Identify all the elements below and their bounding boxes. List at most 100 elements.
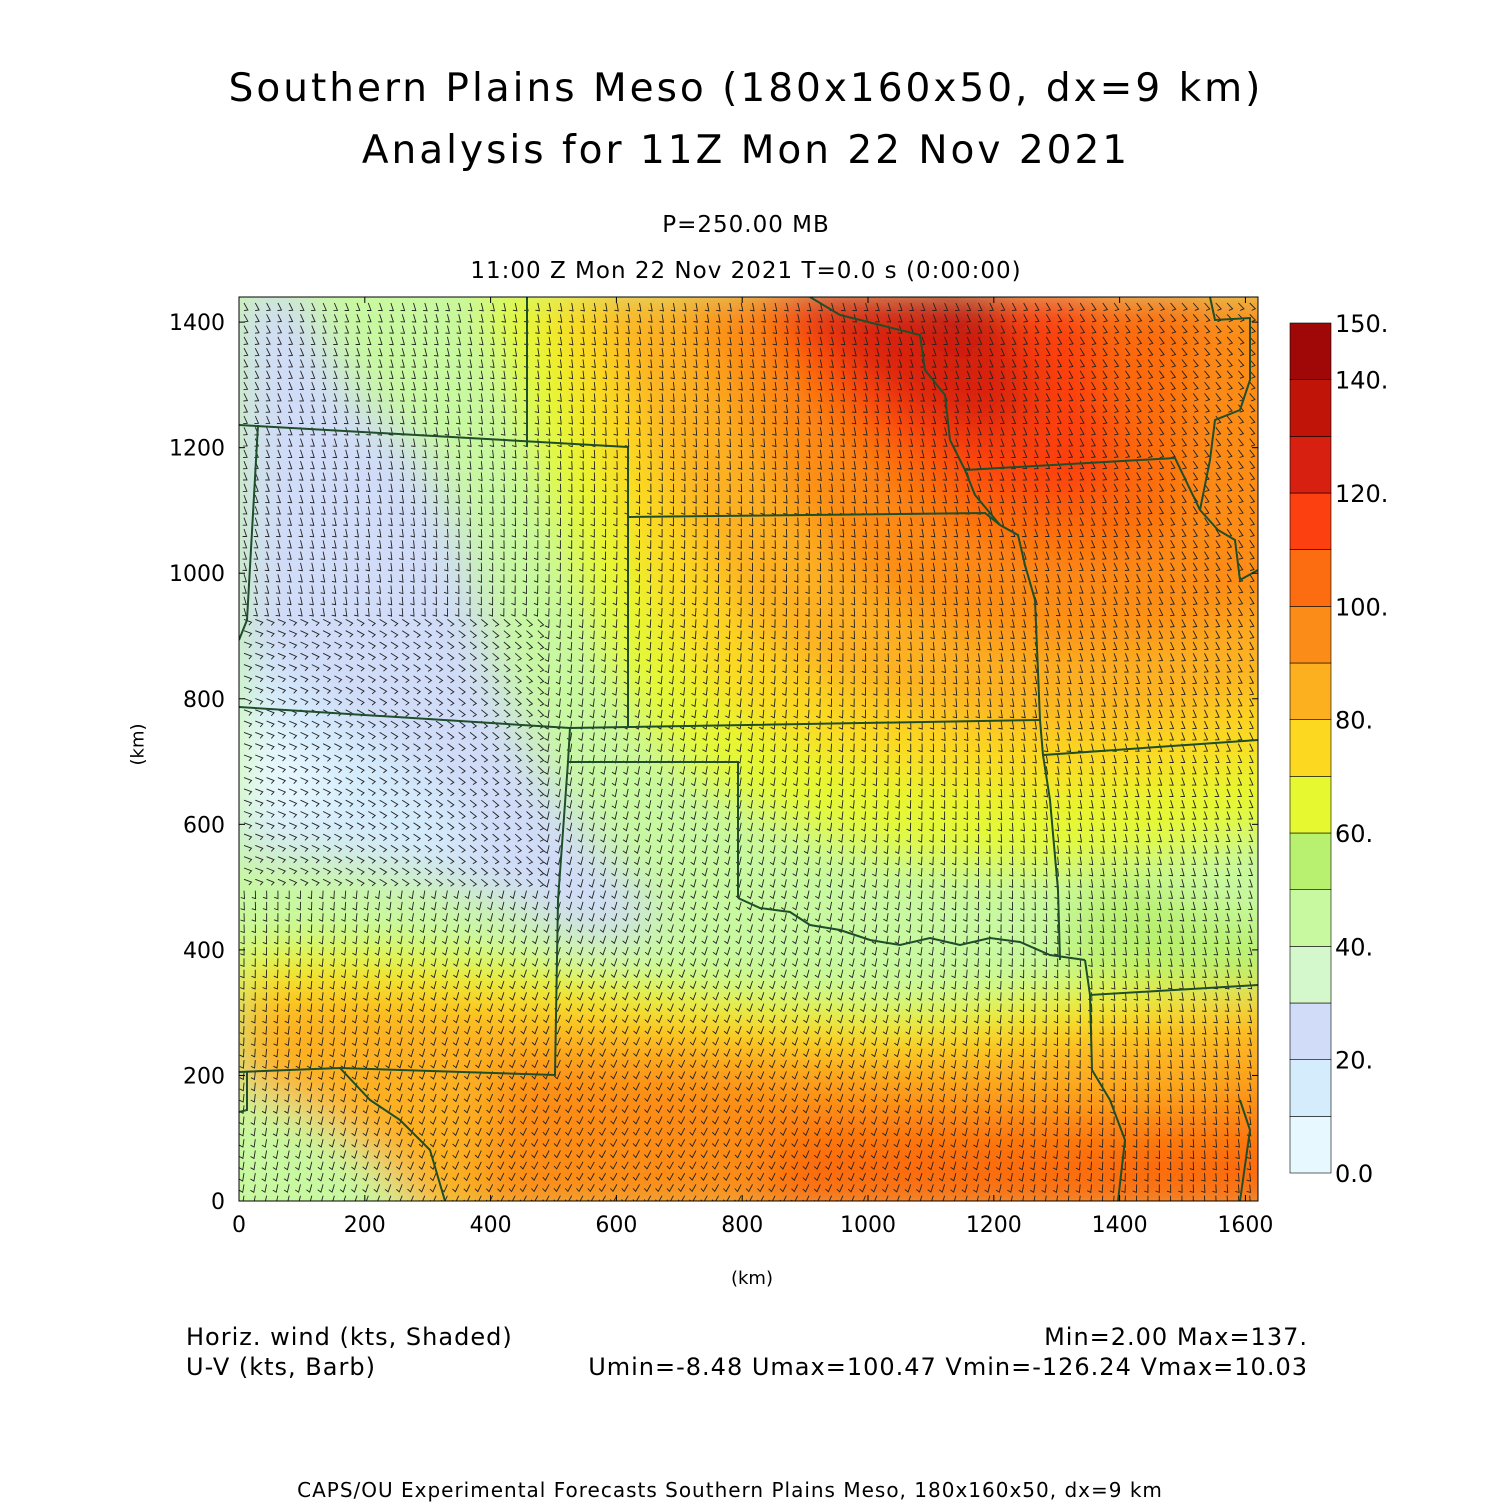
- wind-barb: [1000, 370, 1005, 379]
- wind-barb: [422, 348, 428, 357]
- wind-barb: [343, 427, 349, 436]
- wind-barb: [310, 415, 316, 425]
- wind-barb: [389, 302, 395, 312]
- wind-barb: [467, 359, 473, 368]
- wind-barb: [545, 438, 551, 448]
- wind-barb: [579, 438, 585, 448]
- wind-barb: [908, 393, 914, 402]
- wind-barb: [501, 325, 507, 334]
- wind-barb: [333, 336, 338, 345]
- wind-barb: [310, 359, 316, 368]
- wind-barb: [288, 314, 294, 323]
- wind-barb: [1125, 370, 1131, 379]
- wind-barb: [1136, 302, 1143, 312]
- wind-barb: [1011, 359, 1017, 368]
- wind-barb: [1158, 415, 1165, 425]
- wind-barb: [875, 325, 880, 334]
- wind-barb: [434, 302, 439, 312]
- wind-barb: [794, 438, 800, 448]
- wind-barb: [243, 381, 249, 391]
- wind-barb: [1170, 302, 1177, 311]
- wind-barb: [704, 348, 710, 357]
- wind-barb: [977, 325, 983, 334]
- wind-barb: [931, 381, 937, 391]
- wind-barb: [1158, 404, 1165, 413]
- wind-barb: [433, 404, 439, 414]
- wind-barb: [512, 382, 517, 391]
- wind-barb: [534, 393, 540, 402]
- wind-barb: [1000, 302, 1006, 312]
- wind-barb: [738, 404, 743, 414]
- wind-barb: [1113, 438, 1119, 447]
- wind-barb: [727, 325, 732, 335]
- wind-barb: [1192, 359, 1199, 368]
- wind-barb: [343, 438, 349, 447]
- wind-barb: [298, 494, 304, 504]
- wind-barb: [727, 314, 732, 323]
- wind-barb: [366, 427, 371, 436]
- wind-barb: [977, 404, 982, 413]
- wind-barb: [310, 461, 315, 470]
- wind-barb: [966, 302, 972, 312]
- wind-barb: [681, 438, 686, 448]
- wind-barb: [613, 449, 618, 459]
- wind-barb: [932, 314, 937, 323]
- wind-barb: [862, 438, 868, 447]
- wind-barb: [737, 472, 743, 482]
- wind-barb: [976, 449, 982, 458]
- wind-barb: [1215, 359, 1222, 368]
- wind-barb: [287, 461, 293, 470]
- wind-barb: [410, 495, 416, 504]
- wind-barb: [692, 427, 698, 436]
- wind-barb: [1249, 460, 1256, 470]
- wind-barb: [977, 438, 982, 447]
- wind-barb: [715, 359, 721, 368]
- wind-barb: [557, 404, 562, 414]
- wind-barb: [670, 314, 676, 323]
- wind-barb: [489, 415, 495, 425]
- wind-barb: [852, 314, 858, 323]
- wind-barb: [456, 348, 461, 357]
- wind-barb: [1034, 393, 1040, 402]
- wind-barb: [265, 494, 270, 504]
- wind-barb: [254, 370, 260, 379]
- wind-barb: [422, 449, 427, 459]
- wind-barb: [931, 483, 936, 493]
- wind-barb: [1204, 370, 1211, 379]
- wind-barb: [614, 348, 619, 357]
- wind-barb: [546, 336, 551, 346]
- wind-barb: [1057, 347, 1063, 357]
- wind-barb: [636, 382, 641, 391]
- wind-barb: [1158, 359, 1165, 368]
- wind-barb: [988, 427, 994, 436]
- wind-barb: [999, 472, 1005, 481]
- wind-barb: [579, 393, 585, 402]
- wind-barb: [534, 461, 539, 470]
- wind-barb: [333, 348, 338, 357]
- wind-barb: [670, 302, 676, 312]
- wind-barb: [400, 302, 406, 312]
- wind-barb: [783, 472, 788, 482]
- wind-barb: [897, 381, 903, 391]
- wind-barb: [388, 393, 394, 402]
- wind-barb: [613, 427, 618, 436]
- wind-barb: [954, 336, 960, 345]
- wind-barb: [1215, 336, 1222, 345]
- wind-barb: [1226, 347, 1234, 357]
- wind-barb: [344, 370, 349, 379]
- wind-barb: [288, 325, 294, 334]
- wind-barb: [512, 404, 517, 414]
- wind-barb: [1057, 336, 1063, 346]
- wind-barb: [783, 427, 788, 436]
- wind-barb: [489, 483, 494, 493]
- wind-barb: [568, 393, 574, 402]
- wind-barb: [579, 382, 585, 391]
- wind-barb: [840, 415, 845, 425]
- wind-barb: [377, 449, 382, 459]
- wind-barb: [919, 438, 925, 447]
- wind-barb: [647, 359, 653, 368]
- wind-barb: [557, 348, 563, 357]
- wind-barb: [535, 359, 540, 368]
- wind-barb: [647, 336, 653, 346]
- wind-barb: [434, 336, 439, 346]
